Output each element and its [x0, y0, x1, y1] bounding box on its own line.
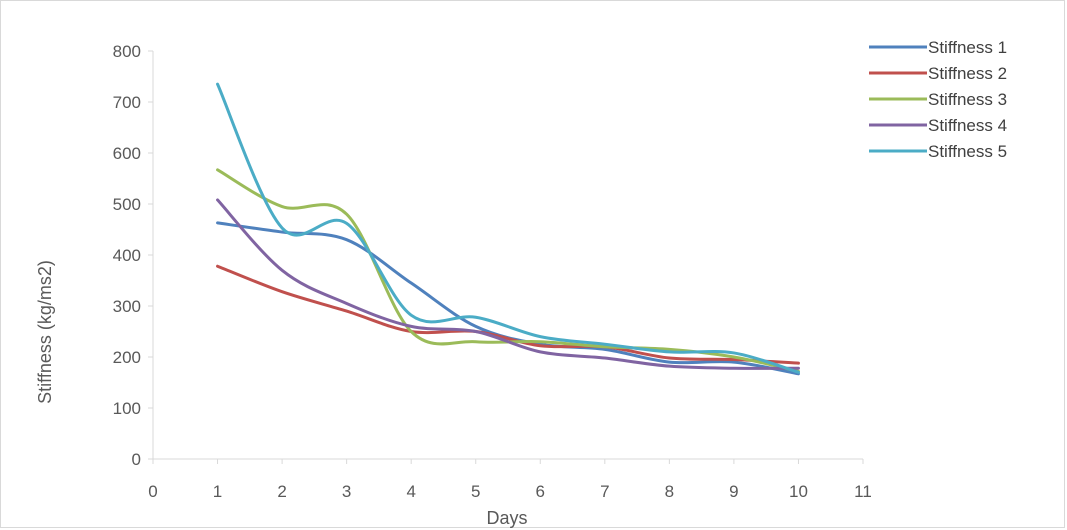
x-tick-label: 0 [148, 482, 157, 501]
legend-label-2: Stiffness 2 [928, 64, 1007, 83]
series-line-2 [216, 264, 800, 365]
legend-label-3: Stiffness 3 [928, 90, 1007, 109]
legend: Stiffness 1 Stiffness 2 Stiffness 3 Stiffne… [869, 38, 1007, 161]
x-tick-label: 2 [277, 482, 286, 501]
series-lines [216, 82, 800, 376]
x-tick-label: 3 [342, 482, 351, 501]
y-axis-title: Stiffness (kg/ms2) [35, 260, 55, 404]
series-line-4 [216, 198, 800, 370]
x-tick-label: 7 [600, 482, 609, 501]
x-tick-label: 8 [665, 482, 674, 501]
y-tick-label: 200 [113, 348, 141, 367]
y-tick-label: 300 [113, 297, 141, 316]
axes: 0 100 200 300 400 500 600 700 800 0 1 2 3 4 5 6 7 8 9 10 11 [113, 42, 872, 501]
y-tick-label: 800 [113, 42, 141, 61]
series-line-5 [216, 82, 800, 374]
legend-label-5: Stiffness 5 [928, 142, 1007, 161]
y-tick-label: 400 [113, 246, 141, 265]
y-tick-label: 500 [113, 195, 141, 214]
x-tick-label: 5 [471, 482, 480, 501]
x-tick-label: 1 [213, 482, 222, 501]
x-tick-label: 4 [406, 482, 415, 501]
x-axis-title: Days [486, 508, 527, 528]
x-tick-label: 9 [729, 482, 738, 501]
legend-label-4: Stiffness 4 [928, 116, 1007, 135]
y-tick-label: 0 [132, 450, 141, 469]
x-tick-label: 10 [789, 482, 808, 501]
y-tick-label: 100 [113, 399, 141, 418]
x-tick-label: 6 [536, 482, 545, 501]
x-tick-label: 11 [854, 482, 872, 501]
legend-label-1: Stiffness 1 [928, 38, 1007, 57]
y-tick-label: 700 [113, 93, 141, 112]
y-tick-label: 600 [113, 144, 141, 163]
